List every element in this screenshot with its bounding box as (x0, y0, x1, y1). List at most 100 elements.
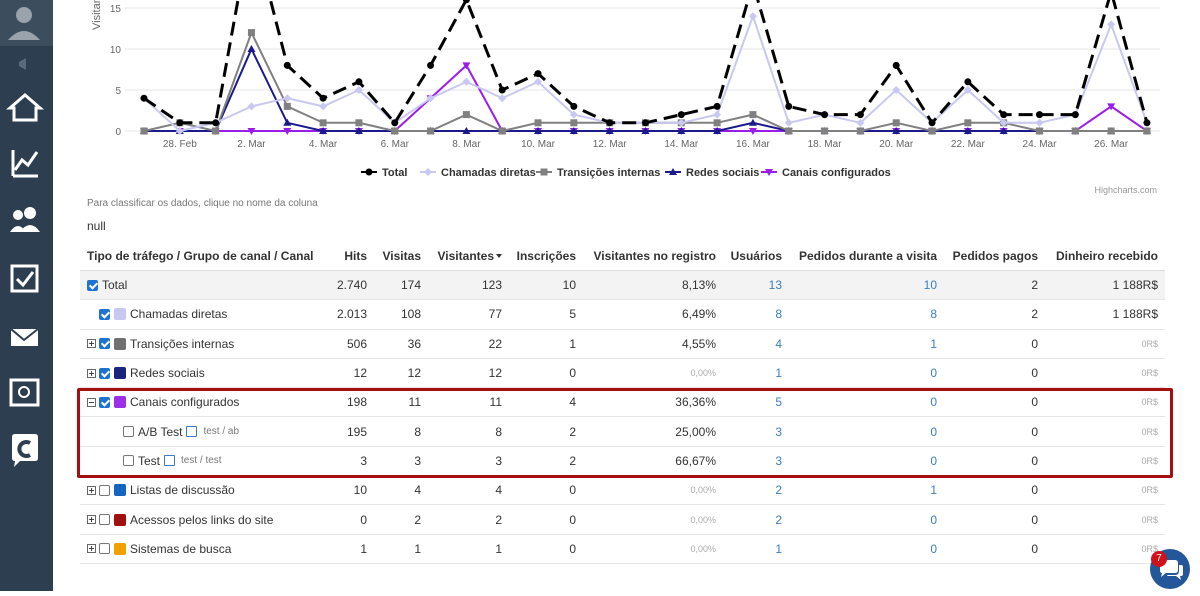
column-header-text[interactable]: Visitantes no registro (593, 248, 716, 263)
column-header-text[interactable]: Hits (344, 248, 367, 263)
expand-toggle[interactable] (87, 339, 96, 349)
column-header-text[interactable]: Dinheiro recebido (1055, 248, 1158, 263)
column-header[interactable]: Hits (300, 241, 374, 271)
marker (669, 168, 677, 175)
checkbox[interactable] (87, 279, 98, 291)
column-header[interactable]: Visitas (374, 241, 428, 271)
column-header-text[interactable]: Pedidos pagos (952, 248, 1038, 263)
column-header-text[interactable]: Visitas (382, 248, 421, 263)
checkbox[interactable] (99, 338, 110, 350)
cell[interactable]: 0 (789, 416, 944, 447)
row-label: Acessos pelos links do site (87, 513, 293, 527)
cell[interactable]: 1 (789, 475, 944, 506)
edit-icon[interactable] (164, 455, 176, 467)
cell[interactable]: 1 (789, 329, 944, 359)
legend-item[interactable]: Canais configurados (761, 167, 891, 179)
checkbox[interactable] (123, 426, 134, 438)
legend-item[interactable]: Total (361, 167, 407, 179)
checkbox[interactable] (99, 514, 110, 526)
megaphone-icon[interactable] (19, 58, 26, 70)
column-header[interactable]: Usuários (723, 241, 789, 271)
marker (462, 127, 471, 134)
chat-bubble (1167, 565, 1183, 580)
cell[interactable]: 1 (723, 534, 789, 564)
cell[interactable]: 2 (723, 504, 789, 535)
marker (569, 110, 578, 119)
users-icon[interactable] (13, 210, 23, 220)
cell: 8 (428, 416, 509, 447)
cell[interactable]: 13 (723, 270, 789, 301)
tasks-icon[interactable] (15, 271, 35, 288)
credit[interactable]: Highcharts.com (1094, 185, 1157, 195)
checkbox[interactable] (99, 396, 110, 408)
legend-item[interactable]: Chamadas diretas (420, 167, 536, 179)
column-header[interactable]: Visitantes (428, 241, 509, 271)
column-header-text[interactable]: Usuários (730, 248, 782, 263)
expand-toggle[interactable] (87, 485, 96, 495)
column-header[interactable]: Dinheiro recebido (1045, 241, 1165, 271)
expand-toggle[interactable] (87, 544, 96, 554)
column-header-text[interactable]: Pedidos durante a visita (798, 248, 937, 263)
edit-icon[interactable] (186, 426, 198, 438)
legend-item[interactable]: Redes sociais (665, 167, 759, 179)
marker (964, 78, 972, 86)
marker (892, 127, 901, 134)
cell[interactable]: 3 (723, 416, 789, 447)
cell[interactable]: 8 (789, 299, 944, 330)
safe-icon[interactable] (9, 378, 40, 407)
column-header[interactable]: Pedidos durante a visita (789, 241, 944, 271)
chat-logo-icon[interactable] (17, 440, 32, 458)
checkbox[interactable] (99, 543, 110, 555)
safe-icon[interactable] (18, 386, 30, 398)
column-header-text[interactable]: Inscrições (516, 248, 576, 263)
cell[interactable]: 3 (723, 446, 789, 477)
highlight-box (77, 388, 1173, 478)
cell[interactable]: 10 (789, 270, 944, 301)
cell: 22 (428, 329, 509, 359)
marker (785, 102, 793, 110)
cell[interactable]: 8 (723, 299, 789, 330)
column-header-text[interactable]: Tipo de tráfego / Grupo de canal / Canal (87, 248, 314, 263)
marker (765, 169, 773, 176)
cell[interactable]: 0 (789, 534, 944, 564)
checkbox[interactable] (99, 484, 110, 496)
checkbox[interactable] (99, 308, 110, 320)
mail-icon[interactable] (10, 328, 39, 342)
cell: 0R$ (1045, 475, 1165, 506)
column-header[interactable]: Inscrições (509, 241, 583, 271)
column-header-text[interactable]: Visitantes (437, 248, 494, 263)
tasks-icon[interactable] (10, 264, 39, 293)
cell[interactable]: 1 (723, 358, 789, 389)
row-label: Test test / test (87, 454, 293, 468)
marker (784, 118, 793, 127)
users-icon[interactable] (24, 207, 36, 219)
cell: 506 (300, 329, 374, 359)
cell[interactable]: 4 (723, 329, 789, 359)
checkbox[interactable] (123, 455, 134, 467)
cell[interactable]: 0 (789, 387, 944, 418)
cell: 0R$ (1045, 534, 1165, 564)
home-icon[interactable] (5, 93, 45, 122)
expand-toggle[interactable] (87, 397, 96, 407)
cell: 195 (300, 416, 374, 447)
users-icon[interactable] (10, 225, 40, 232)
chat-button[interactable] (1150, 549, 1190, 589)
expand-toggle[interactable] (87, 368, 96, 378)
column-header[interactable]: Tipo de tráfego / Grupo de canal / Canal (80, 241, 313, 271)
column-header[interactable]: Pedidos pagos (944, 241, 1045, 271)
chat-logo-icon[interactable] (12, 434, 38, 467)
cell[interactable]: 5 (723, 387, 789, 418)
expand-toggle[interactable] (87, 515, 96, 525)
table-row: Chamadas diretas 2.013 108 77 5 6,49% 8 8 2 1 188… (80, 299, 1165, 330)
stats-icon[interactable] (11, 150, 39, 178)
column-header[interactable]: Visitantes no registro (583, 241, 723, 271)
cell[interactable]: 0 (789, 358, 944, 389)
marker (892, 119, 900, 127)
cell[interactable]: 0 (789, 504, 944, 535)
chat-badge: 7 (1151, 551, 1167, 567)
cell[interactable]: 2 (723, 475, 789, 506)
checkbox[interactable] (99, 367, 110, 379)
cell: 0R$ (1045, 504, 1165, 535)
legend-item[interactable]: Transições internas (536, 167, 660, 179)
row-name: Test (138, 453, 161, 468)
